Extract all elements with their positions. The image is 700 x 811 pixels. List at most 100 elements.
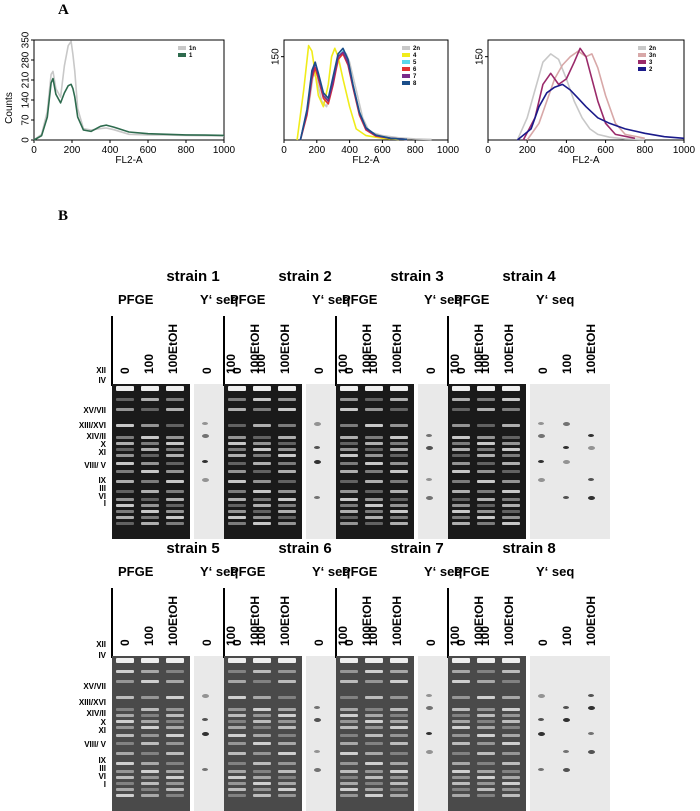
gel-band	[116, 696, 134, 699]
gel-band	[141, 696, 159, 699]
gel-band	[228, 762, 246, 765]
gel-band	[502, 522, 520, 525]
pfge-gel-image	[336, 656, 414, 811]
gel-band	[141, 462, 159, 465]
gel-band	[365, 720, 383, 723]
series-line-2	[516, 83, 685, 141]
gel-band	[228, 470, 246, 473]
gel-band	[253, 788, 271, 791]
gel-band	[116, 490, 134, 493]
gel-band	[228, 782, 246, 785]
histogram-svg-1: 0 200 400 600 800 1000 0 70 140 210 280 350 FL2-A Cou…	[4, 31, 236, 166]
gel-lane-label: 100EtOH	[278, 323, 292, 374]
gel-band	[253, 680, 271, 683]
gel-band	[116, 454, 134, 457]
gel-band	[116, 408, 134, 411]
gel-band	[278, 398, 296, 401]
blot-signal	[426, 434, 432, 437]
legend-swatch	[402, 53, 410, 57]
legend-swatch	[402, 67, 410, 71]
gel-band	[228, 522, 246, 525]
gel-band	[502, 462, 520, 465]
gel-band	[278, 696, 296, 699]
gel-band	[253, 696, 271, 699]
gel-band	[141, 504, 159, 507]
x-axis-label: FL2-A	[115, 155, 143, 166]
gel-band	[477, 696, 495, 699]
blot-signal	[314, 750, 320, 753]
gel-band	[141, 408, 159, 411]
gel-band	[166, 462, 184, 465]
gel-band	[116, 470, 134, 473]
gel-well	[477, 658, 495, 663]
gel-lane-label: 100EtOH	[166, 323, 180, 374]
gel-band	[141, 782, 159, 785]
blot-lane-label: 100EtOH	[584, 323, 598, 374]
gel-band	[390, 498, 408, 501]
legend-label: 3	[649, 60, 653, 66]
blot-signal	[588, 750, 595, 754]
gel-band	[116, 788, 134, 791]
gel-band	[253, 398, 271, 401]
gel-band	[452, 794, 470, 797]
gel-band	[340, 720, 358, 723]
gel-band	[502, 470, 520, 473]
blot-signal	[202, 478, 209, 482]
gel-band	[340, 498, 358, 501]
gel-band	[390, 448, 408, 451]
gel-band	[502, 398, 520, 401]
gel-band	[477, 734, 495, 737]
y-tick-label: 280	[21, 51, 32, 68]
gel-band	[228, 398, 246, 401]
x-tick-label: 600	[374, 145, 391, 156]
gel-band	[452, 470, 470, 473]
gel-band	[141, 442, 159, 445]
blot-signal	[202, 422, 208, 425]
gel-band	[452, 480, 470, 483]
pfge-label: PFGE	[118, 564, 154, 579]
chromosome-label: IV	[98, 650, 106, 660]
gel-band	[166, 742, 184, 745]
gel-band	[365, 670, 383, 673]
gel-band	[141, 734, 159, 737]
gel-band	[452, 408, 470, 411]
gel-band	[253, 448, 271, 451]
gel-band	[340, 462, 358, 465]
gel-band	[166, 734, 184, 737]
gel-band	[452, 762, 470, 765]
chromosome-label: VI	[98, 492, 106, 501]
blot-signal	[314, 496, 320, 499]
gel-band	[477, 720, 495, 723]
gel-band	[477, 470, 495, 473]
gel-well	[390, 658, 408, 663]
gel-well	[166, 658, 184, 663]
legend-swatch	[638, 46, 646, 50]
gel-band	[365, 770, 383, 773]
gel-band	[141, 720, 159, 723]
gel-band	[228, 408, 246, 411]
gel-band	[390, 714, 408, 717]
gel-band	[278, 498, 296, 501]
gel-band	[340, 436, 358, 439]
gel-band	[253, 752, 271, 755]
gel-band	[502, 794, 520, 797]
blot-signal	[588, 732, 594, 735]
gel-band	[278, 708, 296, 711]
gel-band	[278, 510, 296, 513]
gel-band	[253, 708, 271, 711]
gel-band	[141, 770, 159, 773]
gel-band	[141, 516, 159, 519]
gel-band	[477, 498, 495, 501]
gel-lane-label: 100	[478, 625, 492, 646]
gel-band	[228, 720, 246, 723]
gel-band	[390, 408, 408, 411]
gel-band	[390, 762, 408, 765]
gel-band	[278, 480, 296, 483]
gel-well	[452, 386, 470, 391]
gel-band	[365, 522, 383, 525]
gel-well	[340, 658, 358, 663]
gel-band	[166, 782, 184, 785]
panel-divider	[111, 316, 113, 386]
gel-band	[253, 480, 271, 483]
gel-band	[365, 424, 383, 427]
